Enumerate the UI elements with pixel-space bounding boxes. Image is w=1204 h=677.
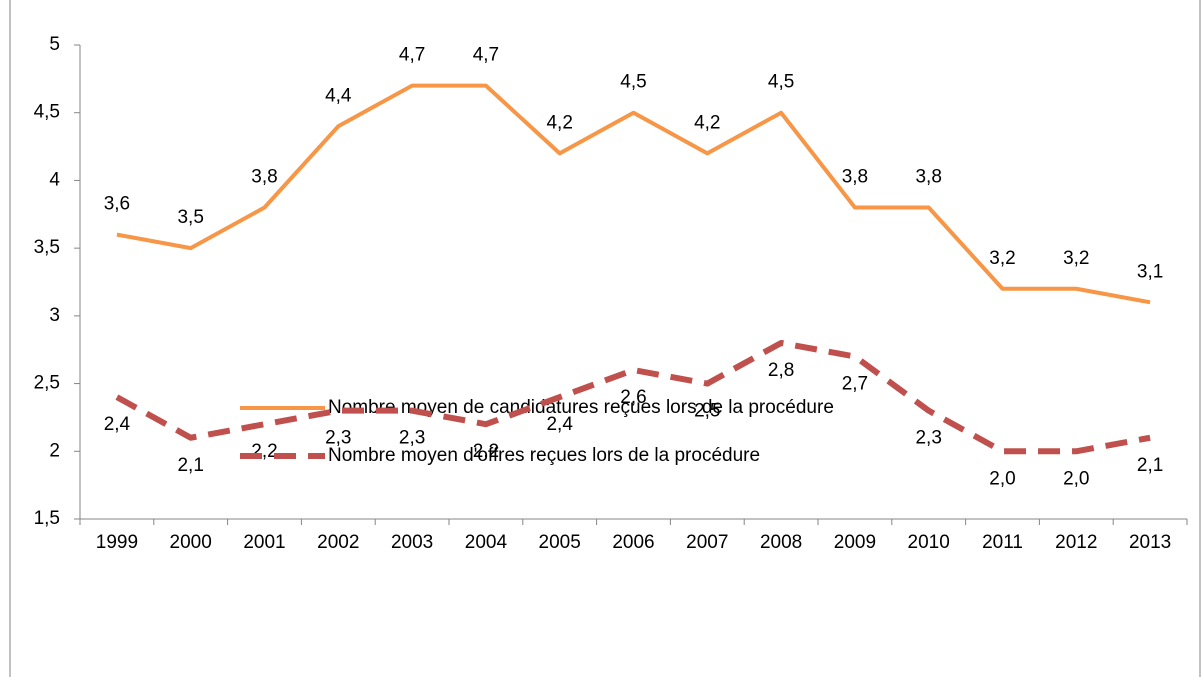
data-label: 2,1 <box>1137 455 1163 476</box>
data-label: 4,2 <box>694 112 720 133</box>
y-tick-label: 4,5 <box>34 102 60 123</box>
y-tick-label: 2,5 <box>34 373 60 394</box>
data-label: 4,4 <box>325 85 352 106</box>
y-tick-label: 5 <box>49 34 60 55</box>
data-label: 3,2 <box>989 248 1015 269</box>
x-tick-label: 2001 <box>243 532 285 553</box>
data-label: 2,6 <box>620 387 646 408</box>
data-label: 2,2 <box>251 441 277 462</box>
x-tick-label: 2010 <box>908 532 950 553</box>
legend-label: Nombre moyen d'offres reçues lors de la … <box>328 445 760 466</box>
legend-label: Nombre moyen de candidatures reçues lors… <box>328 397 834 418</box>
data-label: 2,7 <box>842 374 868 395</box>
data-label: 2,1 <box>177 455 203 476</box>
x-tick-label: 2002 <box>317 532 359 553</box>
data-label: 3,8 <box>251 167 277 188</box>
y-tick-label: 1,5 <box>34 508 60 529</box>
x-tick-label: 1999 <box>96 532 138 553</box>
data-label: 3,8 <box>915 167 941 188</box>
x-tick-label: 2006 <box>612 532 654 553</box>
x-tick-label: 2008 <box>760 532 802 553</box>
series-line <box>116 83 1151 305</box>
data-label: 2,4 <box>546 414 573 435</box>
series-line <box>115 339 1151 455</box>
data-label: 3,2 <box>1063 248 1089 269</box>
data-label: 2,5 <box>694 401 720 422</box>
data-label: 2,3 <box>325 428 351 449</box>
x-tick-label: 2012 <box>1055 532 1097 553</box>
data-label: 4,2 <box>546 112 572 133</box>
data-label: 3,8 <box>842 167 868 188</box>
data-label: 3,6 <box>104 194 130 215</box>
chart-frame <box>9 0 1201 677</box>
x-tick-label: 2003 <box>391 532 433 553</box>
y-tick-label: 3,5 <box>34 237 60 258</box>
x-tick-label: 2011 <box>982 532 1023 553</box>
data-label: 2,8 <box>768 360 794 381</box>
x-tick-label: 2005 <box>539 532 581 553</box>
y-tick-label: 4 <box>49 169 60 190</box>
data-label: 3,1 <box>1137 261 1163 282</box>
data-label: 2,0 <box>1063 468 1089 489</box>
data-label: 4,7 <box>399 45 425 66</box>
data-label: 4,5 <box>620 72 646 93</box>
x-tick-label: 2007 <box>686 532 728 553</box>
data-label: 2,4 <box>104 414 131 435</box>
data-label: 2,3 <box>915 428 941 449</box>
data-label: 4,5 <box>768 72 794 93</box>
x-tick-label: 2004 <box>465 532 508 553</box>
x-tick-label: 2013 <box>1129 532 1171 553</box>
x-tick-label: 2000 <box>170 532 212 553</box>
data-label: 2,3 <box>399 428 425 449</box>
data-label: 4,7 <box>473 45 499 66</box>
y-tick-label: 3 <box>49 305 60 326</box>
data-label: 2,2 <box>473 441 499 462</box>
data-label: 3,5 <box>177 207 203 228</box>
y-tick-label: 2 <box>49 440 60 461</box>
data-label: 2,0 <box>989 468 1015 489</box>
x-tick-label: 2009 <box>834 532 876 553</box>
